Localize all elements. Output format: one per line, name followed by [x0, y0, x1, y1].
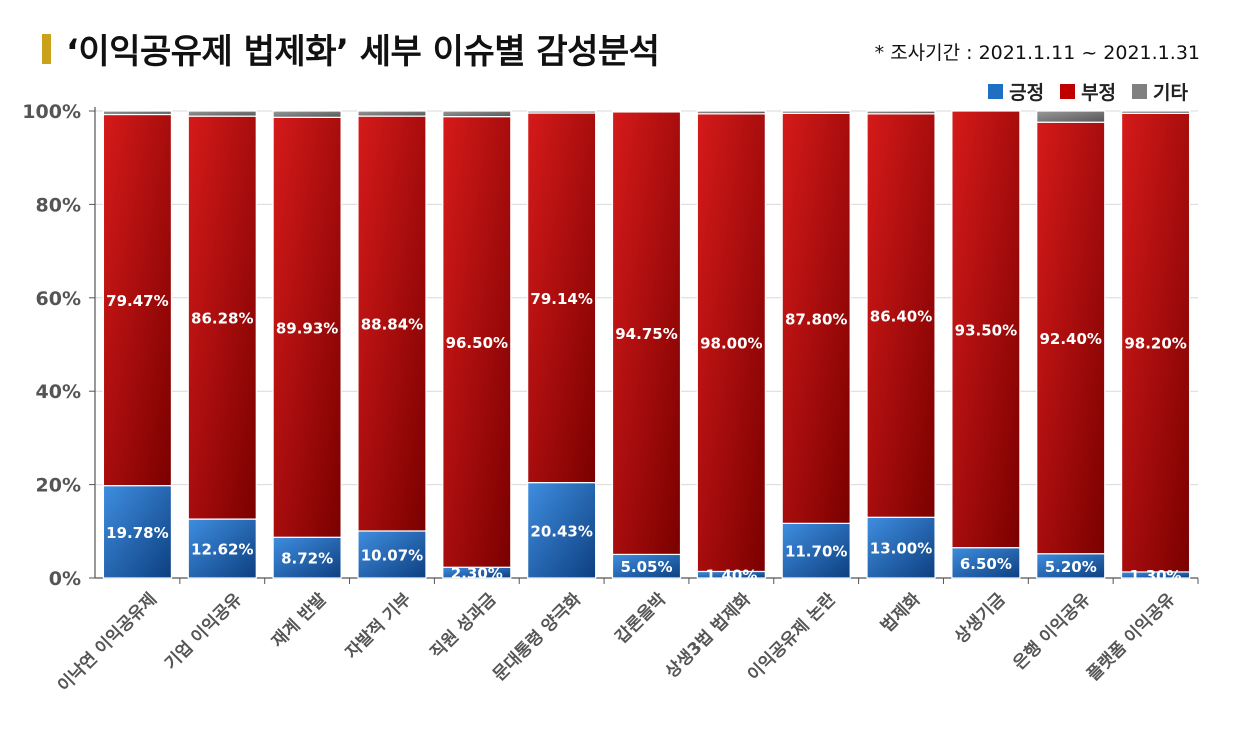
- bar-segment-negative: [272, 116, 342, 538]
- x-tick-label: 이낙연 이익공유제: [54, 589, 161, 696]
- survey-period: * 조사기간 : 2021.1.11 ~ 2021.1.31: [874, 42, 1200, 64]
- x-tick-label: 이익공유제 논란: [744, 589, 840, 685]
- bar-segment-other: [611, 110, 682, 113]
- x-tick-label: 상생기금: [951, 589, 1010, 648]
- bar-segment-positive: [357, 530, 427, 579]
- data-label: 86.40%: [870, 308, 932, 326]
- title-accent-bar: [42, 34, 51, 64]
- data-label: 5.05%: [620, 558, 672, 576]
- bar-segment-positive: [866, 516, 936, 579]
- bar-segment-positive: [951, 547, 1021, 579]
- legend-label-other: 기타: [1153, 82, 1188, 104]
- bar-segment-negative: [781, 112, 851, 524]
- bar-segment-other: [527, 110, 597, 114]
- x-tick-label: 갑론을박: [612, 589, 671, 648]
- data-label: 93.50%: [955, 321, 1017, 339]
- x-tick-label: 재계 반발: [268, 589, 331, 652]
- data-label: 19.78%: [106, 524, 168, 542]
- bar-segment-negative: [357, 115, 427, 532]
- legend-swatch-positive: [988, 84, 1004, 99]
- data-label: 92.40%: [1039, 330, 1101, 348]
- bars: [102, 110, 1191, 579]
- data-label: 11.70%: [785, 543, 847, 561]
- bar-segment-negative: [442, 116, 512, 568]
- legend-swatch-other: [1132, 84, 1148, 99]
- legend-label-positive: 긍정: [1009, 82, 1045, 104]
- bar-segment-other: [187, 110, 257, 117]
- x-tick-label: 법제화: [877, 589, 925, 637]
- x-tick-label: 은행 이익공유: [1010, 589, 1095, 674]
- y-tick-label: 60%: [36, 288, 81, 310]
- bar-segment-negative: [527, 112, 597, 484]
- data-label: 96.50%: [446, 334, 508, 352]
- data-label: 79.14%: [530, 290, 592, 308]
- legend-item-positive: 긍정: [988, 78, 1044, 105]
- data-label: 87.80%: [785, 310, 847, 328]
- x-tick-label: 직원 성과금: [427, 589, 501, 663]
- data-label: 94.75%: [615, 325, 677, 343]
- bar-segment-positive: [527, 481, 597, 579]
- legend-label-negative: 부정: [1081, 82, 1117, 104]
- bar-segment-other: [442, 110, 512, 118]
- data-label: 86.28%: [191, 310, 253, 328]
- bar-segment-positive: [272, 536, 342, 579]
- y-tick-label: 20%: [36, 475, 81, 497]
- x-tick-label: 상생3법 법제화: [662, 589, 755, 682]
- bar-segment-negative: [187, 115, 257, 520]
- chart-title: ‘이익공유제 법제화’ 세부 이슈별 감성분석: [66, 32, 660, 72]
- y-tick-label: 0%: [49, 568, 81, 590]
- bar-segment-negative: [951, 110, 1021, 549]
- data-label: 79.47%: [106, 292, 168, 310]
- bar-segment-negative: [866, 113, 936, 518]
- bar-segment-negative: [102, 113, 173, 487]
- bar-segment-other: [1120, 110, 1191, 114]
- bar-segment-other: [696, 110, 766, 115]
- data-label: 10.07%: [361, 546, 423, 564]
- y-tick-label: 80%: [36, 194, 81, 216]
- data-label: 1.30%: [1130, 567, 1182, 585]
- legend: 긍정 부정 기타: [988, 78, 1188, 105]
- data-label: 20.43%: [530, 522, 592, 540]
- bar-segment-other: [866, 110, 936, 115]
- y-tick-label: 40%: [36, 381, 81, 403]
- bar-segment-other: [781, 110, 851, 114]
- data-label: 12.62%: [191, 541, 253, 559]
- data-label: 98.00%: [700, 335, 762, 353]
- data-label: 13.00%: [870, 540, 932, 558]
- bar-segment-positive: [102, 485, 173, 579]
- bar-segment-positive: [187, 518, 257, 579]
- legend-item-other: 기타: [1132, 78, 1188, 105]
- bar-segment-negative: [696, 113, 766, 573]
- data-label: 1.40%: [705, 567, 757, 585]
- bar-segment-other: [357, 110, 427, 117]
- data-label: 5.20%: [1045, 558, 1097, 576]
- data-label: 89.93%: [276, 319, 338, 337]
- legend-swatch-negative: [1060, 84, 1076, 99]
- x-tick-label: 자발적 기부: [342, 589, 416, 663]
- bar-segment-positive: [1036, 553, 1106, 579]
- data-label: 8.72%: [281, 550, 333, 568]
- bar-segment-negative: [1036, 121, 1106, 555]
- y-tick-label: 100%: [22, 101, 81, 123]
- x-tick-label: 문대통령 양극화: [489, 588, 586, 685]
- bar-segment-other: [1036, 110, 1106, 123]
- legend-item-negative: 부정: [1060, 78, 1116, 105]
- data-label: 2.30%: [451, 565, 503, 583]
- x-tick-label: 기업 이익공유: [161, 589, 246, 674]
- data-label: 98.20%: [1124, 335, 1186, 353]
- bar-segment-other: [102, 110, 173, 116]
- data-labels: 19.78% 79.47% 12.62% 86.28% 8.72% 89.93% 10.07…: [106, 290, 1187, 585]
- x-tick-label: 플랫폼 이익공유: [1083, 589, 1179, 685]
- bar-segment-negative: [1120, 112, 1191, 573]
- data-label: 6.50%: [960, 555, 1012, 573]
- data-label: 88.84%: [361, 316, 423, 334]
- bar-segment-other: [272, 110, 342, 118]
